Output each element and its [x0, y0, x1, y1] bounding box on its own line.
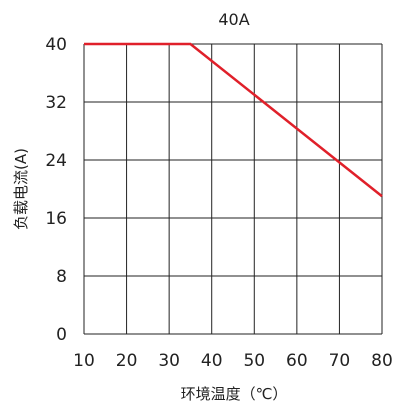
x-tick-label: 70 [329, 351, 351, 371]
y-tick-label: 40 [45, 35, 67, 55]
x-tick-label: 30 [158, 351, 180, 371]
y-tick-label: 0 [56, 325, 67, 345]
x-tick-label: 20 [116, 351, 138, 371]
grid [83, 43, 383, 335]
x-tick-label: 60 [286, 351, 308, 371]
series [84, 42, 383, 198]
x-tick-label: 40 [201, 351, 223, 371]
y-tick-label: 32 [45, 93, 67, 113]
y-tick-label: 16 [45, 209, 67, 229]
x-axis-title: 环境温度（℃） [181, 385, 288, 403]
series-line [84, 42, 383, 198]
x-tick-label: 10 [73, 351, 95, 371]
y-axis-title: 负载电流(A) [12, 148, 30, 230]
x-tick-label: 80 [371, 351, 393, 371]
chart-title: 40A [218, 10, 249, 29]
x-tick-label: 50 [243, 351, 265, 371]
x-tick-labels: 10 20 30 40 50 60 70 80 [73, 351, 393, 371]
y-tick-label: 8 [56, 267, 67, 287]
y-tick-labels: 0 8 16 24 32 40 [45, 35, 67, 345]
y-tick-label: 24 [45, 151, 67, 171]
